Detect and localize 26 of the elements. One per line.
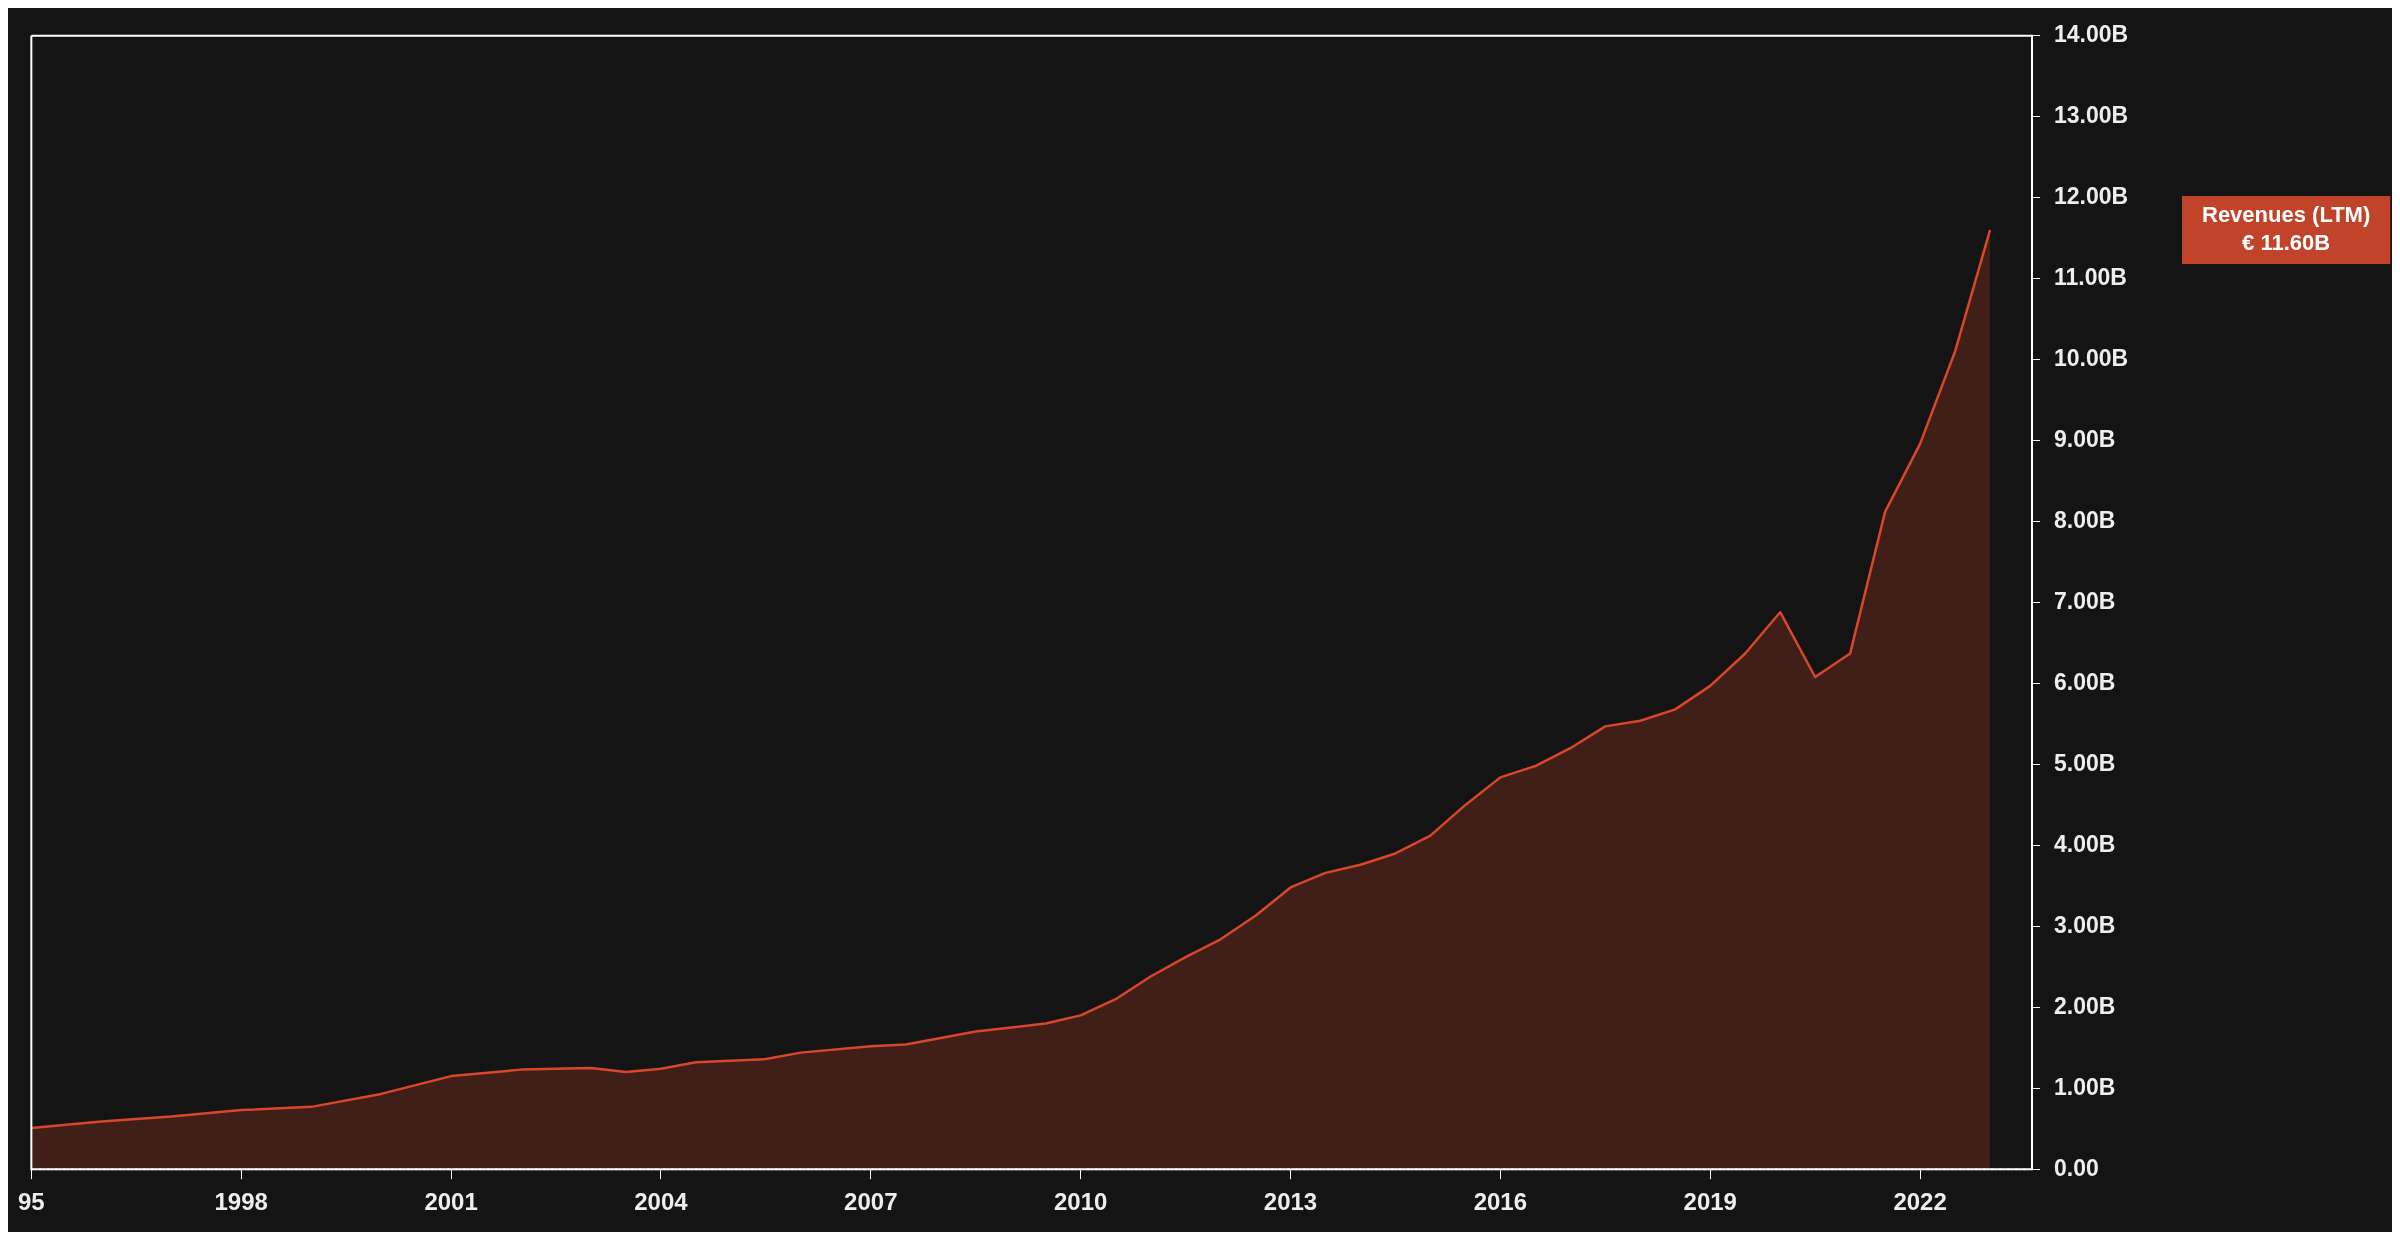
y-tick-label: 13.00B — [2054, 102, 2129, 129]
y-tick-label: 10.00B — [2054, 344, 2129, 371]
x-tick-label: 2013 — [1263, 1188, 1318, 1216]
x-tick-label: 2007 — [844, 1188, 898, 1216]
x-tick-label: 2019 — [1683, 1188, 1737, 1216]
y-tick-label: 4.00B — [2054, 830, 2116, 857]
y-tick-label: 5.00B — [2054, 749, 2116, 776]
y-tick-label: 6.00B — [2054, 668, 2116, 695]
x-tick-label: 1998 — [214, 1188, 268, 1216]
y-tick-label: 7.00B — [2054, 587, 2116, 614]
x-tick-label: 95 — [18, 1188, 45, 1216]
y-tick-label: 8.00B — [2054, 506, 2116, 533]
y-tick-label: 9.00B — [2054, 425, 2116, 452]
y-tick-label: 14.00B — [2054, 21, 2129, 48]
x-tick-label: 2004 — [634, 1188, 689, 1216]
x-tick-label: 2010 — [1053, 1188, 1108, 1216]
y-tick-label: 2.00B — [2054, 992, 2116, 1019]
y-tick-label: 11.00B — [2054, 264, 2127, 291]
text: Revenues (LTM) € 11.60B — [2202, 202, 2371, 256]
y-tick-label: 12.00B — [2054, 183, 2129, 210]
x-tick-label: 2001 — [424, 1188, 478, 1216]
y-tick-label: 0.00 — [2054, 1154, 2099, 1181]
x-tick-label: 2022 — [1893, 1188, 1947, 1216]
y-tick-label: 3.00B — [2054, 911, 2116, 938]
x-tick-label: 2016 — [1473, 1188, 1528, 1216]
y-tick-label: 1.00B — [2054, 1073, 2116, 1100]
